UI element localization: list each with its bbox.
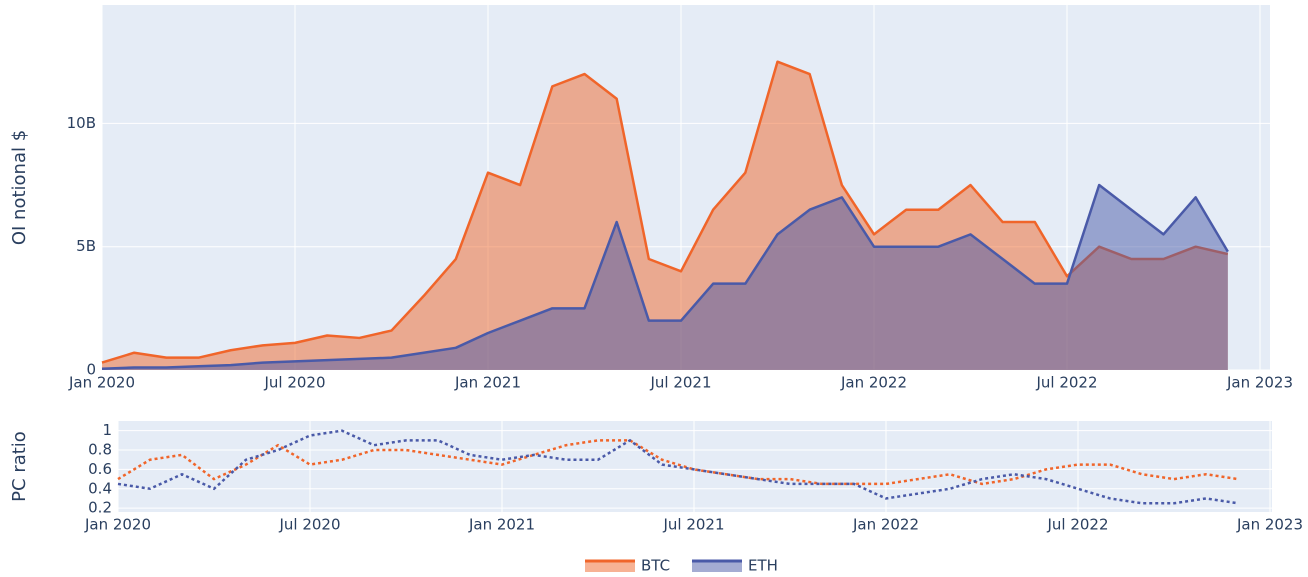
- series-line: [117, 429, 1239, 505]
- x-tick-label: Jan 2021: [454, 374, 521, 392]
- x-tick-label: Jan 2021: [468, 516, 535, 534]
- y-tick-label: 0.2: [88, 499, 112, 517]
- x-tick-label: Jan 2020: [68, 374, 135, 392]
- x-tick-label: Jul 2021: [662, 516, 724, 534]
- x-tick-label: Jul 2020: [263, 374, 325, 392]
- y-tick-label: 0.8: [88, 441, 112, 459]
- x-tick-label: Jul 2021: [649, 374, 711, 392]
- legend-swatch: [585, 560, 635, 572]
- x-tick-label: Jul 2022: [1046, 516, 1108, 534]
- legend-label: BTC: [641, 557, 670, 575]
- legend-label: ETH: [748, 557, 778, 575]
- x-tick-label: Jul 2022: [1035, 374, 1097, 392]
- series-line: [101, 183, 1229, 371]
- x-tick-label: Jul 2020: [278, 516, 340, 534]
- plot-background: [118, 421, 1272, 512]
- area-fill: [102, 185, 1228, 370]
- x-tick-label: Jan 2023: [1236, 516, 1303, 534]
- y-tick-label: 5B: [76, 237, 96, 255]
- series-line: [117, 439, 1239, 486]
- y-tick-label: 10B: [67, 114, 96, 132]
- y-tick-label: 0.6: [88, 460, 112, 478]
- y-axis-title: PC ratio: [9, 431, 30, 502]
- x-tick-label: Jan 2022: [852, 516, 919, 534]
- y-tick-label: 1: [102, 421, 112, 439]
- y-axis-title: OI notional $: [9, 130, 30, 245]
- series-line: [101, 60, 1229, 364]
- legend-swatch: [692, 560, 742, 572]
- y-tick-label: 0.4: [88, 479, 112, 497]
- x-tick-label: Jan 2023: [1226, 374, 1293, 392]
- x-tick-label: Jan 2022: [840, 374, 907, 392]
- y-tick-label: 0: [86, 361, 96, 379]
- x-tick-label: Jan 2020: [84, 516, 151, 534]
